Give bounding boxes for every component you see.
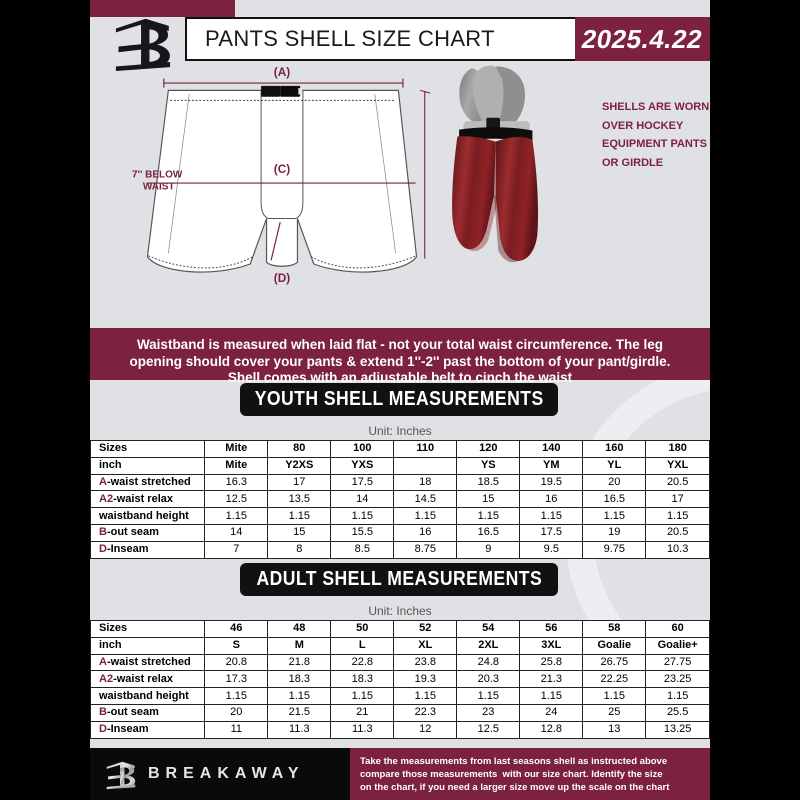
svg-text:(D): (D): [274, 271, 290, 285]
svg-text:(A): (A): [274, 65, 290, 79]
svg-text:(C): (C): [274, 162, 290, 176]
svg-text:WAIST: WAIST: [143, 181, 175, 192]
svg-text:7'' BELOW: 7'' BELOW: [132, 170, 183, 181]
